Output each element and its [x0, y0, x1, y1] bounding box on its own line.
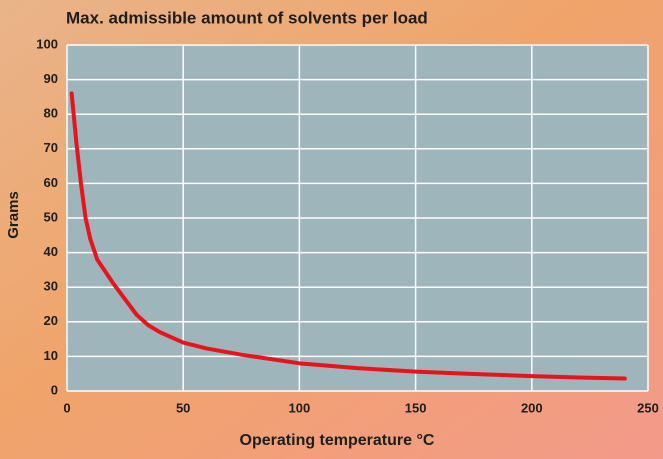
chart-title: Max. admissible amount of solvents per l…	[66, 8, 428, 27]
y-tick-label: 0	[51, 382, 58, 397]
x-axis-label: Operating temperature °C	[240, 432, 435, 449]
y-tick-label: 100	[36, 36, 58, 51]
x-tick-label: 200	[521, 400, 543, 415]
y-tick-label: 30	[44, 279, 58, 294]
chart: Max. admissible amount of solvents per l…	[0, 0, 663, 459]
x-tick-label: 50	[176, 400, 190, 415]
y-tick-label: 90	[44, 71, 58, 86]
x-tick-label: 250	[637, 400, 659, 415]
y-tick-label: 40	[44, 244, 58, 259]
y-tick-label: 60	[44, 175, 58, 190]
y-tick-label: 50	[44, 209, 58, 224]
x-tick-label: 100	[289, 400, 311, 415]
x-tick-label: 0	[63, 400, 70, 415]
y-tick-label: 80	[44, 106, 58, 121]
y-tick-label: 20	[44, 313, 58, 328]
y-axis-label: Grams	[5, 191, 22, 239]
x-tick-label: 150	[405, 400, 427, 415]
y-tick-label: 10	[44, 348, 58, 363]
y-tick-label: 70	[44, 140, 58, 155]
